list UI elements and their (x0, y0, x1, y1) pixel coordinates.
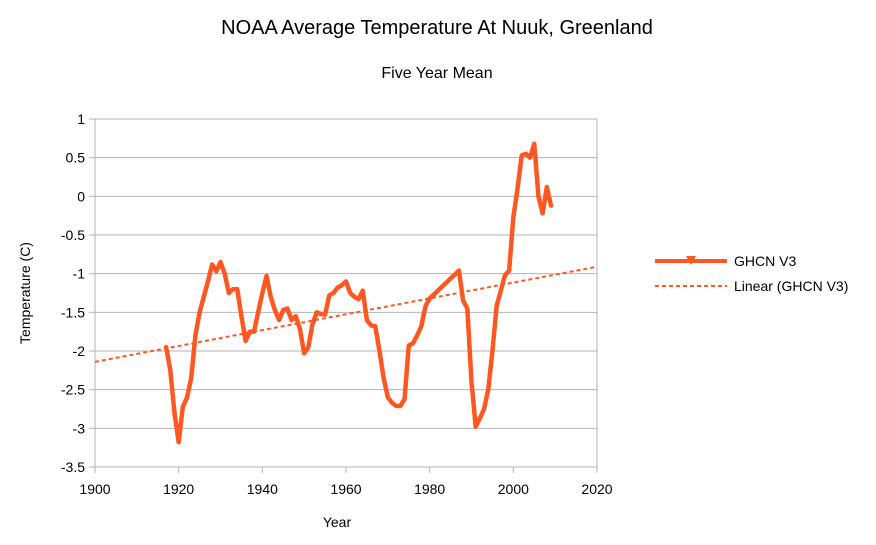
x-tick-label: 2000 (498, 481, 529, 497)
y-tick-label: -1 (73, 266, 86, 282)
x-tick-label: 1920 (163, 481, 194, 497)
x-tick-label: 1980 (414, 481, 445, 497)
y-tick-label: -3 (73, 420, 86, 436)
y-tick-label: -2.5 (61, 382, 85, 398)
y-tick-label: 0.5 (66, 150, 86, 166)
chart-title: NOAA Average Temperature At Nuuk, Greenl… (221, 17, 653, 39)
x-axis-label: Year (323, 514, 352, 530)
y-tick-label: 0 (77, 188, 85, 204)
y-tick-label: -3.5 (61, 459, 85, 475)
x-tick-label: 1960 (330, 481, 361, 497)
series-line-linear-trend (94, 265, 598, 363)
legend-label-linear: Linear (GHCN V3) (734, 278, 848, 294)
x-tick-label: 1940 (247, 481, 278, 497)
legend-label-ghcn: GHCN V3 (734, 253, 796, 269)
y-axis-ticks: 1 0.5 0 -0.5 -1 -1.5 -2 -2.5 -3 -3.5 (61, 111, 95, 475)
series-layer (94, 141, 598, 445)
x-tick-label: 2020 (581, 481, 612, 497)
y-axis-label: Temperature (C) (17, 242, 33, 344)
chart-subtitle: Five Year Mean (381, 65, 492, 82)
legend: GHCN V3 Linear (GHCN V3) (655, 253, 848, 294)
y-tick-label: -0.5 (61, 227, 85, 243)
x-tick-label: 1900 (79, 481, 110, 497)
x-axis-ticks: 1900 1920 1940 1960 1980 2000 2020 (79, 467, 613, 497)
legend-marker-ghcn (686, 256, 696, 265)
y-tick-label: -1.5 (61, 304, 85, 320)
series-line-ghcn-v3 (163, 141, 554, 445)
y-tick-label: -2 (73, 343, 86, 359)
y-tick-label: 1 (77, 111, 85, 127)
plot-area (94, 118, 598, 468)
